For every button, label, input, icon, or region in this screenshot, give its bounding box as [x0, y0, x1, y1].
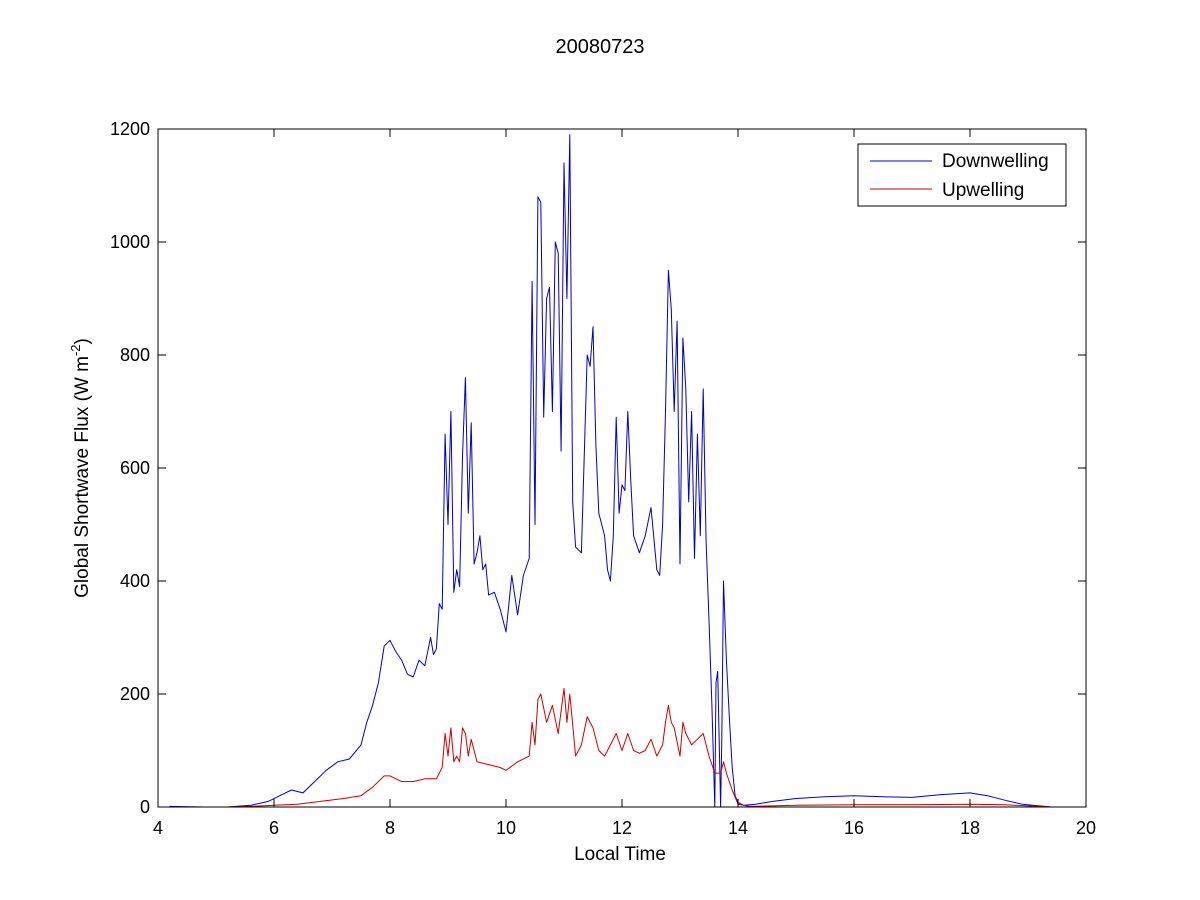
- series-line-downwelling: [169, 134, 1052, 808]
- x-tick-label: 16: [844, 818, 864, 838]
- x-axis-label: Local Time: [574, 844, 666, 865]
- y-axis-label: Global Shortwave Flux (W m-2): [68, 338, 93, 598]
- y-tick-label: 1000: [110, 232, 150, 252]
- legend-label-upwelling: Upwelling: [942, 180, 1024, 201]
- y-tick-label: 800: [120, 345, 150, 365]
- series-line-upwelling: [169, 687, 1052, 808]
- x-tick-label: 4: [153, 818, 163, 838]
- x-tick-label: 10: [496, 818, 516, 838]
- y-tick-label: 400: [120, 571, 150, 591]
- y-axis-label-suffix: ): [72, 338, 93, 344]
- y-tick-label: 1200: [110, 119, 150, 139]
- y-axis-label-prefix: Global Shortwave Flux (W m: [72, 356, 93, 598]
- x-tick-label: 20: [1076, 818, 1096, 838]
- x-tick-label: 12: [612, 818, 632, 838]
- x-tick-label: 18: [960, 818, 980, 838]
- y-axis-label-superscript: -2: [68, 344, 83, 356]
- chart-title: 20080723: [556, 36, 645, 58]
- y-tick-label: 200: [120, 684, 150, 704]
- x-tick-label: 14: [728, 818, 748, 838]
- x-tick-label: 8: [385, 818, 395, 838]
- legend: Downwelling Upwelling: [857, 143, 1067, 207]
- x-tick-label: 6: [269, 818, 279, 838]
- legend-box: [857, 143, 1067, 207]
- legend-label-downwelling: Downwelling: [942, 151, 1049, 172]
- y-tick-label: 0: [140, 797, 150, 817]
- series-layer: [169, 134, 1052, 808]
- y-tick-label: 600: [120, 458, 150, 478]
